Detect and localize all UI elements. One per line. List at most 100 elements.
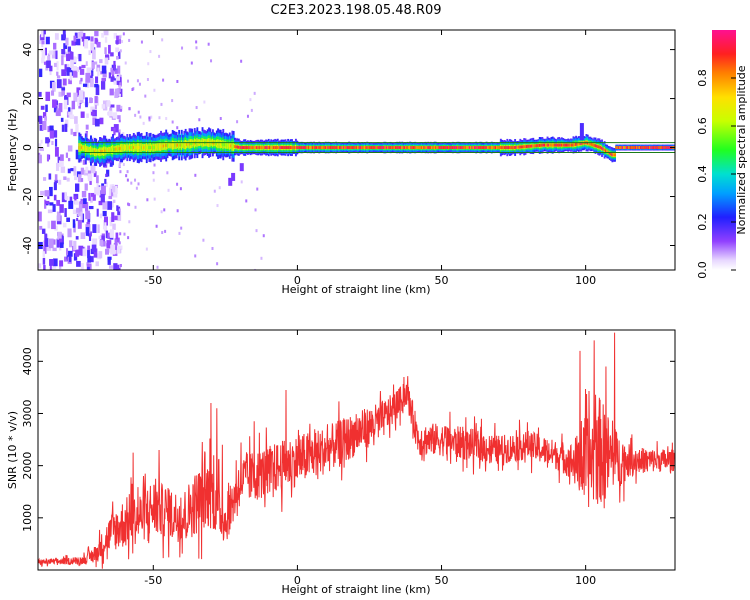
ridge-core-cell <box>457 146 459 150</box>
noise-cell <box>106 169 110 177</box>
noise-cell <box>152 171 155 175</box>
ridge-cell <box>228 177 233 186</box>
ridge-core-cell <box>508 146 511 150</box>
ridge-core-cell <box>165 144 168 147</box>
ridge-core-cell <box>515 145 518 149</box>
noise-cell <box>54 138 58 147</box>
ridge-core-cell <box>252 146 255 150</box>
ridge-core-cell <box>667 146 670 150</box>
ridge-cell <box>239 163 244 172</box>
noise-cell <box>115 76 120 83</box>
ridge-core-cell <box>658 146 661 150</box>
spectrogram-frame <box>37 29 676 271</box>
noise-cell <box>109 162 113 167</box>
noise-cell <box>119 161 122 165</box>
noise-cell <box>74 32 78 39</box>
noise-cell <box>137 182 140 186</box>
noise-cell <box>113 78 117 83</box>
ridge-core-cell <box>318 146 321 150</box>
noise-cell <box>118 163 121 167</box>
noise-cell <box>110 188 114 197</box>
noise-cell <box>78 53 82 62</box>
ridge-core-cell <box>320 146 323 150</box>
noise-cell <box>66 53 71 62</box>
ridge-core-cell <box>143 146 146 150</box>
y-tick-label: 20 <box>21 92 34 106</box>
noise-cell <box>47 56 50 65</box>
ridge-core-cell <box>315 146 318 150</box>
noise-cell <box>53 194 57 201</box>
noise-cell <box>249 98 252 102</box>
ridge-cell <box>231 172 236 181</box>
ridge-core-cell <box>502 146 505 150</box>
ridge-core-cell <box>361 146 364 150</box>
noise-cell <box>80 178 84 182</box>
noise-cell <box>92 224 97 233</box>
noise-cell <box>72 67 78 78</box>
ridge-core-cell <box>576 142 579 146</box>
noise-cell <box>110 244 116 255</box>
ridge-core-cell <box>139 146 142 150</box>
noise-cell <box>58 160 64 167</box>
noise-cell <box>90 164 96 174</box>
noise-cell <box>119 82 122 86</box>
noise-cell <box>65 152 69 158</box>
ridge-core-cell <box>433 146 436 150</box>
ridge-core-cell <box>270 146 273 150</box>
noise-cell <box>56 238 60 248</box>
noise-cell <box>120 105 123 109</box>
spectrogram-x-label: Height of straight line (km) <box>281 283 430 296</box>
noise-cell <box>176 182 179 186</box>
ridge-core-cell <box>450 146 453 150</box>
noise-cell <box>67 51 71 55</box>
noise-cell <box>69 114 75 120</box>
ridge-core-cell <box>122 146 125 150</box>
noise-cell <box>105 248 110 255</box>
ridge-core-cell <box>372 146 375 150</box>
noise-cell <box>76 87 81 97</box>
ridge-core-cell <box>403 146 406 150</box>
snr-y-label: SNR (10 * v/v) <box>6 411 19 489</box>
noise-cell <box>90 192 96 201</box>
ridge-core-cell <box>326 146 328 150</box>
ridge-core-cell <box>520 145 523 149</box>
ridge-core-cell <box>555 143 558 147</box>
noise-cell <box>76 67 80 72</box>
ridge-core-cell <box>466 146 469 150</box>
noise-cell <box>254 208 257 212</box>
noise-cell <box>112 112 118 119</box>
ridge-core-cell <box>503 146 506 150</box>
noise-cell <box>107 259 111 265</box>
noise-cell <box>111 212 115 222</box>
noise-cell <box>158 54 161 58</box>
noise-cell <box>54 147 59 157</box>
ridge-core-cell <box>293 146 296 150</box>
ridge-core-cell <box>627 146 629 150</box>
ridge-core-cell <box>400 146 402 150</box>
ridge-core-cell <box>160 144 162 148</box>
noise-cell <box>158 116 161 120</box>
noise-cell <box>262 234 265 238</box>
noise-cell <box>94 96 98 103</box>
noise-cell <box>86 113 89 118</box>
noise-cell <box>76 207 81 213</box>
colorbar-tick-label: 0.2 <box>696 213 709 231</box>
noise-cell <box>93 61 98 65</box>
noise-cell <box>90 256 94 263</box>
ridge-core-cell <box>267 146 270 150</box>
ridge-core-cell <box>451 146 454 150</box>
ridge-core-cell <box>462 146 465 150</box>
noise-cell <box>101 32 105 38</box>
ridge-cell <box>579 123 584 141</box>
noise-cell <box>48 173 52 180</box>
noise-cell <box>155 224 158 228</box>
noise-cell <box>104 222 107 231</box>
noise-cell <box>240 59 243 63</box>
ridge-core-cell <box>424 146 427 150</box>
noise-cell <box>62 78 67 86</box>
noise-cell <box>180 226 183 230</box>
noise-cell <box>101 65 107 74</box>
ridge-core-cell <box>226 143 229 147</box>
ridge-core-cell <box>497 146 500 150</box>
ridge-core-cell <box>476 146 479 150</box>
